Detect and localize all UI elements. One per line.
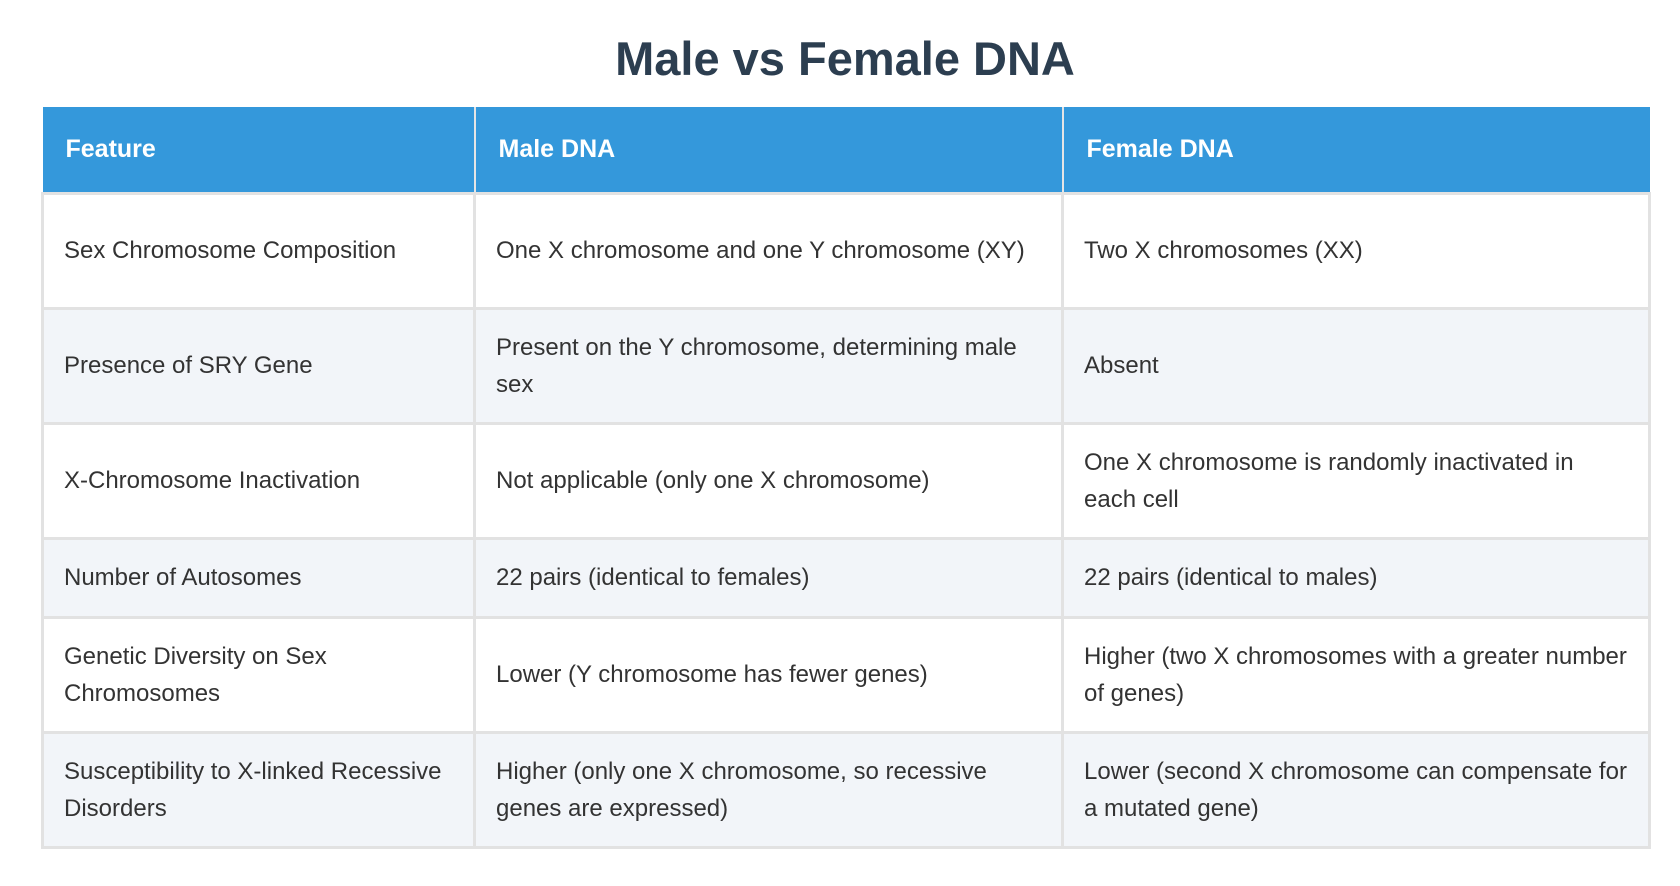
table-row: Genetic Diversity on Sex Chromosomes Low… (41, 615, 1651, 734)
male-cell: 22 pairs (identical to females) (473, 536, 1064, 619)
comparison-table: Feature Male DNA Female DNA Sex Chromoso… (41, 107, 1651, 849)
feature-cell: X-Chromosome Inactivation (41, 421, 476, 540)
female-cell: Absent (1061, 306, 1651, 425)
table-header-row: Feature Male DNA Female DNA (42, 107, 1650, 193)
table-row: Number of Autosomes 22 pairs (identical … (41, 536, 1651, 619)
feature-cell: Genetic Diversity on Sex Chromosomes (41, 615, 476, 734)
female-cell: Lower (second X chromosome can compensat… (1061, 730, 1651, 849)
male-cell: Present on the Y chromosome, determining… (473, 306, 1064, 425)
male-cell: One X chromosome and one Y chromosome (X… (473, 191, 1064, 310)
female-cell: Higher (two X chromosomes with a greater… (1061, 615, 1651, 734)
feature-cell: Sex Chromosome Composition (41, 191, 476, 310)
feature-cell: Number of Autosomes (41, 536, 476, 619)
table-row: Susceptibility to X-linked Recessive Dis… (41, 730, 1651, 849)
female-cell: Two X chromosomes (XX) (1061, 191, 1651, 310)
female-cell: One X chromosome is randomly inactivated… (1061, 421, 1651, 540)
male-cell: Not applicable (only one X chromosome) (473, 421, 1064, 540)
header-male-dna: Male DNA (474, 107, 1064, 193)
page-title: Male vs Female DNA (615, 32, 1075, 85)
table-row: Presence of SRY Gene Present on the Y ch… (41, 306, 1651, 425)
table-row: Sex Chromosome Composition One X chromos… (41, 191, 1651, 310)
header-female-dna: Female DNA (1062, 107, 1650, 193)
male-cell: Higher (only one X chromosome, so recess… (473, 730, 1064, 849)
feature-cell: Susceptibility to X-linked Recessive Dis… (41, 730, 476, 849)
feature-cell: Presence of SRY Gene (41, 306, 476, 425)
male-cell: Lower (Y chromosome has fewer genes) (473, 615, 1064, 734)
header-feature: Feature (42, 107, 476, 193)
table-row: X-Chromosome Inactivation Not applicable… (41, 421, 1651, 540)
female-cell: 22 pairs (identical to males) (1061, 536, 1651, 619)
